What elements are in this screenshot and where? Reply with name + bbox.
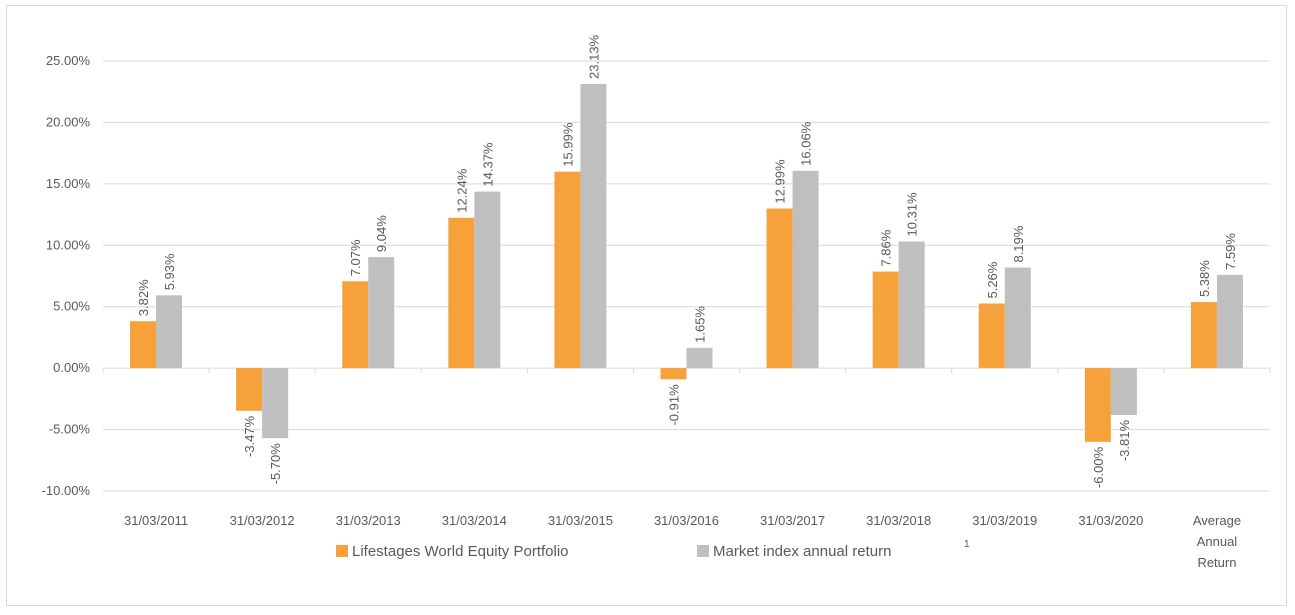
x-category-label: 31/03/2020 [1078, 513, 1143, 528]
data-label: -5.70% [268, 443, 283, 485]
data-label: 15.99% [560, 122, 575, 167]
data-label: 3.82% [136, 279, 151, 316]
data-label: 5.26% [985, 261, 1000, 298]
data-label: 23.13% [586, 34, 601, 79]
data-label: 14.37% [480, 142, 495, 187]
x-category-label: 31/03/2016 [654, 513, 719, 528]
y-tick-label: 5.00% [53, 299, 90, 314]
x-category-label: 31/03/2013 [336, 513, 401, 528]
bar [898, 241, 925, 369]
x-category-label: 31/03/2014 [442, 513, 507, 528]
y-tick-label: -10.00% [42, 483, 91, 498]
chart-frame [6, 5, 1287, 606]
bar [872, 271, 899, 369]
bar [130, 321, 157, 369]
bar [262, 368, 289, 439]
x-category-label: 31/03/2012 [230, 513, 295, 528]
bar [1190, 302, 1217, 369]
x-category-label: 31/03/2019 [972, 513, 1037, 528]
data-label: 9.04% [374, 215, 389, 252]
bar [978, 303, 1005, 369]
data-label: 7.59% [1223, 233, 1238, 270]
data-label: 5.38% [1197, 260, 1212, 297]
bar [236, 368, 263, 411]
y-tick-label: 15.00% [46, 176, 91, 191]
x-category-label: Annual [1197, 534, 1238, 549]
data-label: -0.91% [667, 384, 682, 426]
bar [448, 217, 475, 369]
x-category-label: 31/03/2011 [124, 513, 188, 528]
data-label: 16.06% [799, 121, 814, 166]
x-category-label: 31/03/2015 [548, 513, 613, 528]
bar [766, 208, 793, 369]
data-label: 8.19% [1011, 225, 1026, 262]
bar [580, 83, 607, 369]
y-tick-label: -5.00% [49, 422, 91, 437]
y-tick-label: 10.00% [46, 237, 91, 252]
legend-swatch-portfolio [336, 545, 348, 557]
x-category-label: Return [1197, 555, 1236, 570]
bar [792, 170, 819, 369]
data-label: -3.81% [1117, 420, 1132, 462]
bar [1084, 368, 1111, 442]
bar [156, 295, 183, 369]
bar [660, 368, 687, 380]
y-tick-label: 0.00% [53, 360, 90, 375]
y-tick-label: 20.00% [46, 114, 91, 129]
legend-swatch-market-index [697, 545, 709, 557]
x-category-label: 31/03/2017 [760, 513, 825, 528]
data-label: 12.24% [454, 168, 469, 213]
x-category-label: Average [1193, 513, 1241, 528]
data-label: -3.47% [242, 415, 257, 457]
bar [474, 191, 501, 369]
bar [368, 257, 395, 369]
data-label: 7.07% [348, 239, 363, 276]
data-label: 1.65% [693, 306, 708, 343]
y-tick-label: 25.00% [46, 53, 91, 68]
legend-label-portfolio: Lifestages World Equity Portfolio [352, 543, 569, 560]
data-label: 7.86% [879, 229, 894, 266]
bar [554, 171, 581, 369]
bar [686, 347, 713, 369]
bar [1110, 368, 1137, 415]
data-label: 5.93% [162, 253, 177, 290]
data-label: 12.99% [773, 159, 788, 204]
data-label: -6.00% [1091, 446, 1106, 488]
x-category-label: 31/03/2018 [866, 513, 931, 528]
legend-footnote-marker: 1 [964, 539, 970, 550]
data-label: 10.31% [905, 192, 920, 237]
bar [1216, 274, 1243, 369]
bar [1004, 267, 1031, 369]
bar [342, 281, 369, 369]
legend-label-market-index: Market index annual return [713, 543, 891, 560]
